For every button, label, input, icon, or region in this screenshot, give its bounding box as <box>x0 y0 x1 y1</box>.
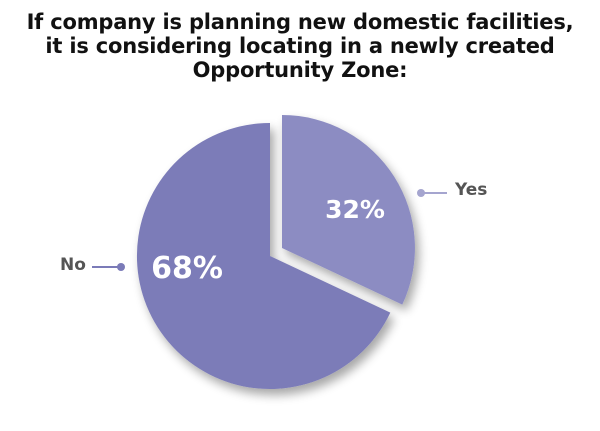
legend-label-no: No <box>60 255 86 275</box>
title-line-1: If company is planning new domestic faci… <box>26 10 574 34</box>
slice-label-yes: 32% <box>325 195 385 224</box>
slice-label-no: 68% <box>151 251 223 286</box>
pie-slice-yes <box>282 115 415 305</box>
legend-label-yes: Yes <box>455 180 488 200</box>
chart-title: If company is planning new domestic faci… <box>0 10 600 82</box>
leader-line-no <box>92 263 125 271</box>
title-line-3: Opportunity Zone: <box>192 58 408 82</box>
leader-line-yes <box>417 189 447 197</box>
pie-slice-no <box>136 122 391 390</box>
title-line-2: it is considering locating in a newly cr… <box>45 34 555 58</box>
